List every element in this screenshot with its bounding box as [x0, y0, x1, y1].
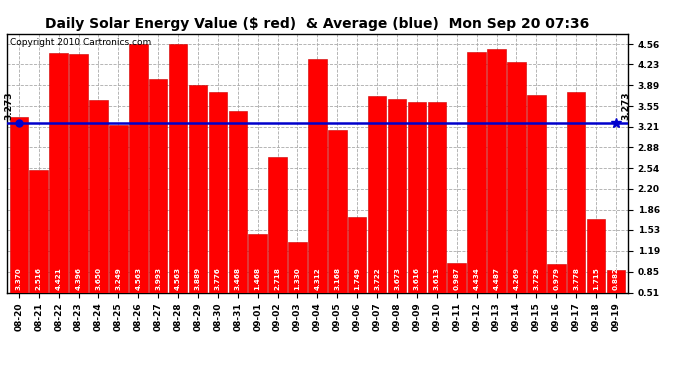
Text: 3.273: 3.273 [5, 92, 14, 120]
Bar [189, 86, 207, 324]
Title: Daily Solar Energy Value ($ red)  & Average (blue)  Mon Sep 20 07:36: Daily Solar Energy Value ($ red) & Avera… [46, 17, 589, 31]
Text: 3.673: 3.673 [394, 267, 400, 290]
Bar [89, 100, 108, 324]
Bar [507, 62, 526, 324]
Text: 3.468: 3.468 [235, 267, 241, 290]
Text: 3.993: 3.993 [155, 267, 161, 290]
Text: 4.563: 4.563 [175, 267, 181, 290]
Text: 4.312: 4.312 [315, 267, 320, 290]
Bar [607, 270, 625, 324]
Text: 3.729: 3.729 [533, 267, 540, 290]
Text: 0.979: 0.979 [553, 267, 560, 290]
Bar [348, 216, 366, 324]
Text: 3.889: 3.889 [195, 267, 201, 290]
Text: 0.987: 0.987 [454, 267, 460, 290]
Bar [586, 219, 605, 324]
Text: 1.468: 1.468 [255, 267, 261, 290]
Text: 4.421: 4.421 [56, 267, 61, 290]
Bar [129, 44, 148, 324]
Bar [288, 242, 307, 324]
Bar [228, 111, 247, 324]
Text: 3.370: 3.370 [16, 267, 22, 290]
Bar [428, 102, 446, 324]
Bar [268, 157, 287, 324]
Bar [109, 124, 128, 324]
Text: 1.330: 1.330 [295, 267, 301, 290]
Text: 3.650: 3.650 [95, 267, 101, 290]
Bar [30, 170, 48, 324]
Text: Copyright 2010 Cartronics.com: Copyright 2010 Cartronics.com [10, 38, 151, 46]
Text: 4.487: 4.487 [493, 267, 500, 290]
Bar [10, 117, 28, 324]
Text: 3.249: 3.249 [115, 267, 121, 290]
Text: 3.722: 3.722 [374, 267, 380, 290]
Text: 2.718: 2.718 [275, 267, 281, 290]
Bar [408, 102, 426, 324]
Text: 3.613: 3.613 [434, 267, 440, 290]
Text: 1.715: 1.715 [593, 267, 599, 290]
Bar [388, 99, 406, 324]
Bar [448, 263, 466, 324]
Text: 3.778: 3.778 [573, 267, 579, 290]
Bar [547, 264, 566, 324]
Bar [69, 54, 88, 324]
Text: 3.776: 3.776 [215, 267, 221, 290]
Text: 3.273: 3.273 [621, 92, 630, 120]
Bar [50, 53, 68, 324]
Text: 3.168: 3.168 [334, 267, 340, 290]
Bar [527, 95, 546, 324]
Bar [487, 49, 506, 324]
Text: 4.563: 4.563 [135, 267, 141, 290]
Text: 2.516: 2.516 [36, 267, 42, 290]
Bar [567, 92, 585, 324]
Text: 4.396: 4.396 [75, 267, 81, 290]
Text: 1.749: 1.749 [354, 267, 360, 290]
Text: 4.269: 4.269 [513, 267, 520, 290]
Text: 4.434: 4.434 [473, 267, 480, 290]
Bar [169, 44, 187, 324]
Bar [308, 59, 326, 324]
Bar [248, 234, 267, 324]
Bar [149, 79, 168, 324]
Bar [328, 129, 346, 324]
Bar [208, 92, 227, 324]
Text: 0.882: 0.882 [613, 267, 619, 290]
Bar [467, 52, 486, 324]
Bar [368, 96, 386, 324]
Text: 3.616: 3.616 [414, 267, 420, 290]
